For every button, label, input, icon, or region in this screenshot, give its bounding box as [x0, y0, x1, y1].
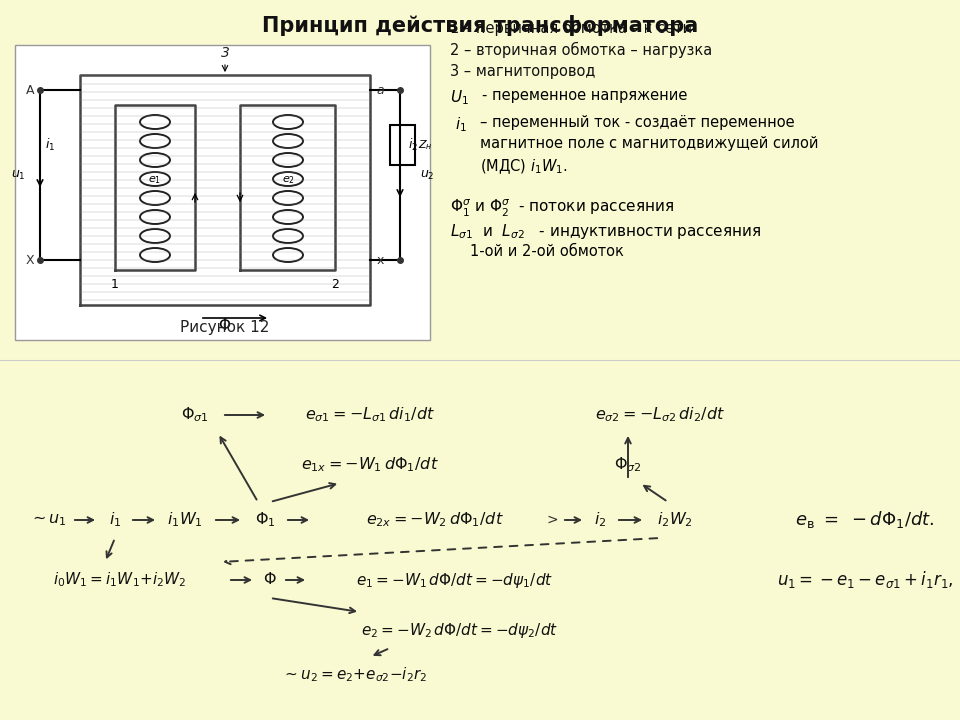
Text: 1: 1 — [111, 279, 119, 292]
Text: 1 – первичная обмотка – к сети: 1 – первичная обмотка – к сети — [450, 20, 692, 36]
Text: $\Phi_{\sigma2}$: $\Phi_{\sigma2}$ — [614, 456, 642, 474]
Text: 2 – вторичная обмотка – нагрузка: 2 – вторичная обмотка – нагрузка — [450, 42, 712, 58]
Text: $u_1 = -e_1 - e_{\sigma1} + i_1 r_1,$: $u_1 = -e_1 - e_{\sigma1} + i_1 r_1,$ — [777, 570, 953, 590]
Text: $e_{1x}{=}{-}W_1\,d\Phi_1/dt$: $e_{1x}{=}{-}W_1\,d\Phi_1/dt$ — [301, 456, 439, 474]
Text: 1-ой и 2-ой обмоток: 1-ой и 2-ой обмоток — [470, 244, 624, 259]
FancyBboxPatch shape — [390, 125, 415, 165]
Text: $\Phi_{\sigma1}$: $\Phi_{\sigma1}$ — [181, 405, 209, 424]
FancyBboxPatch shape — [15, 45, 430, 340]
Text: 2: 2 — [331, 279, 339, 292]
Text: $\Phi^{\sigma}_{1}$ и $\Phi^{\sigma}_{2}$  - потоки рассеяния: $\Phi^{\sigma}_{1}$ и $\Phi^{\sigma}_{2}… — [450, 198, 674, 219]
Text: Принцип действия трансформатора: Принцип действия трансформатора — [262, 15, 698, 36]
Text: $\Phi$: $\Phi$ — [263, 572, 276, 588]
Text: $e_2{=}{-}W_2\,d\Phi/dt{=}{-}d\psi_2/dt$: $e_2{=}{-}W_2\,d\Phi/dt{=}{-}d\psi_2/dt$ — [361, 621, 559, 639]
Text: $e_{\sigma1}{=}{-}L_{\sigma1}\,di_1/dt$: $e_{\sigma1}{=}{-}L_{\sigma1}\,di_1/dt$ — [305, 405, 435, 424]
Text: 3: 3 — [221, 46, 229, 60]
Text: $U_1$: $U_1$ — [450, 88, 468, 107]
Text: $e_1{=}{-}W_1\,d\Phi/dt{=}{-}d\psi_1/dt$: $e_1{=}{-}W_1\,d\Phi/dt{=}{-}d\psi_1/dt$ — [356, 570, 554, 590]
Text: $i_1$: $i_1$ — [108, 510, 121, 529]
Text: – переменный ток - создаёт переменное
магнитное поле с магнитодвижущей силой
(МД: – переменный ток - создаёт переменное ма… — [480, 115, 819, 176]
Text: $Z_н$: $Z_н$ — [418, 138, 433, 152]
Text: $L_{\sigma 1}$  и  $L_{\sigma 2}$   - индуктивности рассеяния: $L_{\sigma 1}$ и $L_{\sigma 2}$ - индукт… — [450, 222, 761, 241]
Text: $\Phi_1$: $\Phi_1$ — [254, 510, 276, 529]
Text: $i_0 W_1{=}i_1 W_1{+}i_2 W_2$: $i_0 W_1{=}i_1 W_1{+}i_2 W_2$ — [54, 571, 186, 590]
Text: >: > — [546, 513, 558, 527]
Text: $i_1$: $i_1$ — [455, 115, 467, 134]
Text: 3 – магнитопровод: 3 – магнитопровод — [450, 64, 595, 79]
Text: A: A — [26, 84, 35, 96]
Text: $\sim u_2{=}e_2{+}e_{\sigma2}{-}i_2 r_2$: $\sim u_2{=}e_2{+}e_{\sigma2}{-}i_2 r_2$ — [282, 666, 427, 684]
Text: $i_2 W_2$: $i_2 W_2$ — [657, 510, 693, 529]
Text: $i_2$: $i_2$ — [594, 510, 606, 529]
Text: a: a — [376, 84, 384, 96]
Text: $e_\mathrm{в}\ =\ -d\Phi_1/dt.$: $e_\mathrm{в}\ =\ -d\Phi_1/dt.$ — [795, 510, 935, 531]
Text: $i_2$: $i_2$ — [408, 137, 419, 153]
Text: $e_1$: $e_1$ — [149, 174, 161, 186]
Text: X: X — [26, 253, 35, 266]
Text: - переменное напряжение: - переменное напряжение — [482, 88, 687, 103]
Text: $i_1 W_1$: $i_1 W_1$ — [167, 510, 203, 529]
Text: $i_1$: $i_1$ — [45, 137, 55, 153]
Text: $e_{\sigma2}{=}{-}L_{\sigma2}\,di_2/dt$: $e_{\sigma2}{=}{-}L_{\sigma2}\,di_2/dt$ — [595, 405, 725, 424]
Text: $\sim u_1$: $\sim u_1$ — [29, 511, 67, 528]
Text: $u_2$: $u_2$ — [420, 168, 435, 181]
Text: $u_1$: $u_1$ — [11, 168, 25, 181]
Text: $e_2$: $e_2$ — [281, 174, 295, 186]
Text: $\Phi$: $\Phi$ — [219, 317, 231, 333]
Text: $e_{2x}{=}{-}W_2\,d\Phi_1/dt$: $e_{2x}{=}{-}W_2\,d\Phi_1/dt$ — [366, 510, 504, 529]
Text: Рисунок 12: Рисунок 12 — [180, 320, 270, 335]
Text: x: x — [376, 253, 384, 266]
